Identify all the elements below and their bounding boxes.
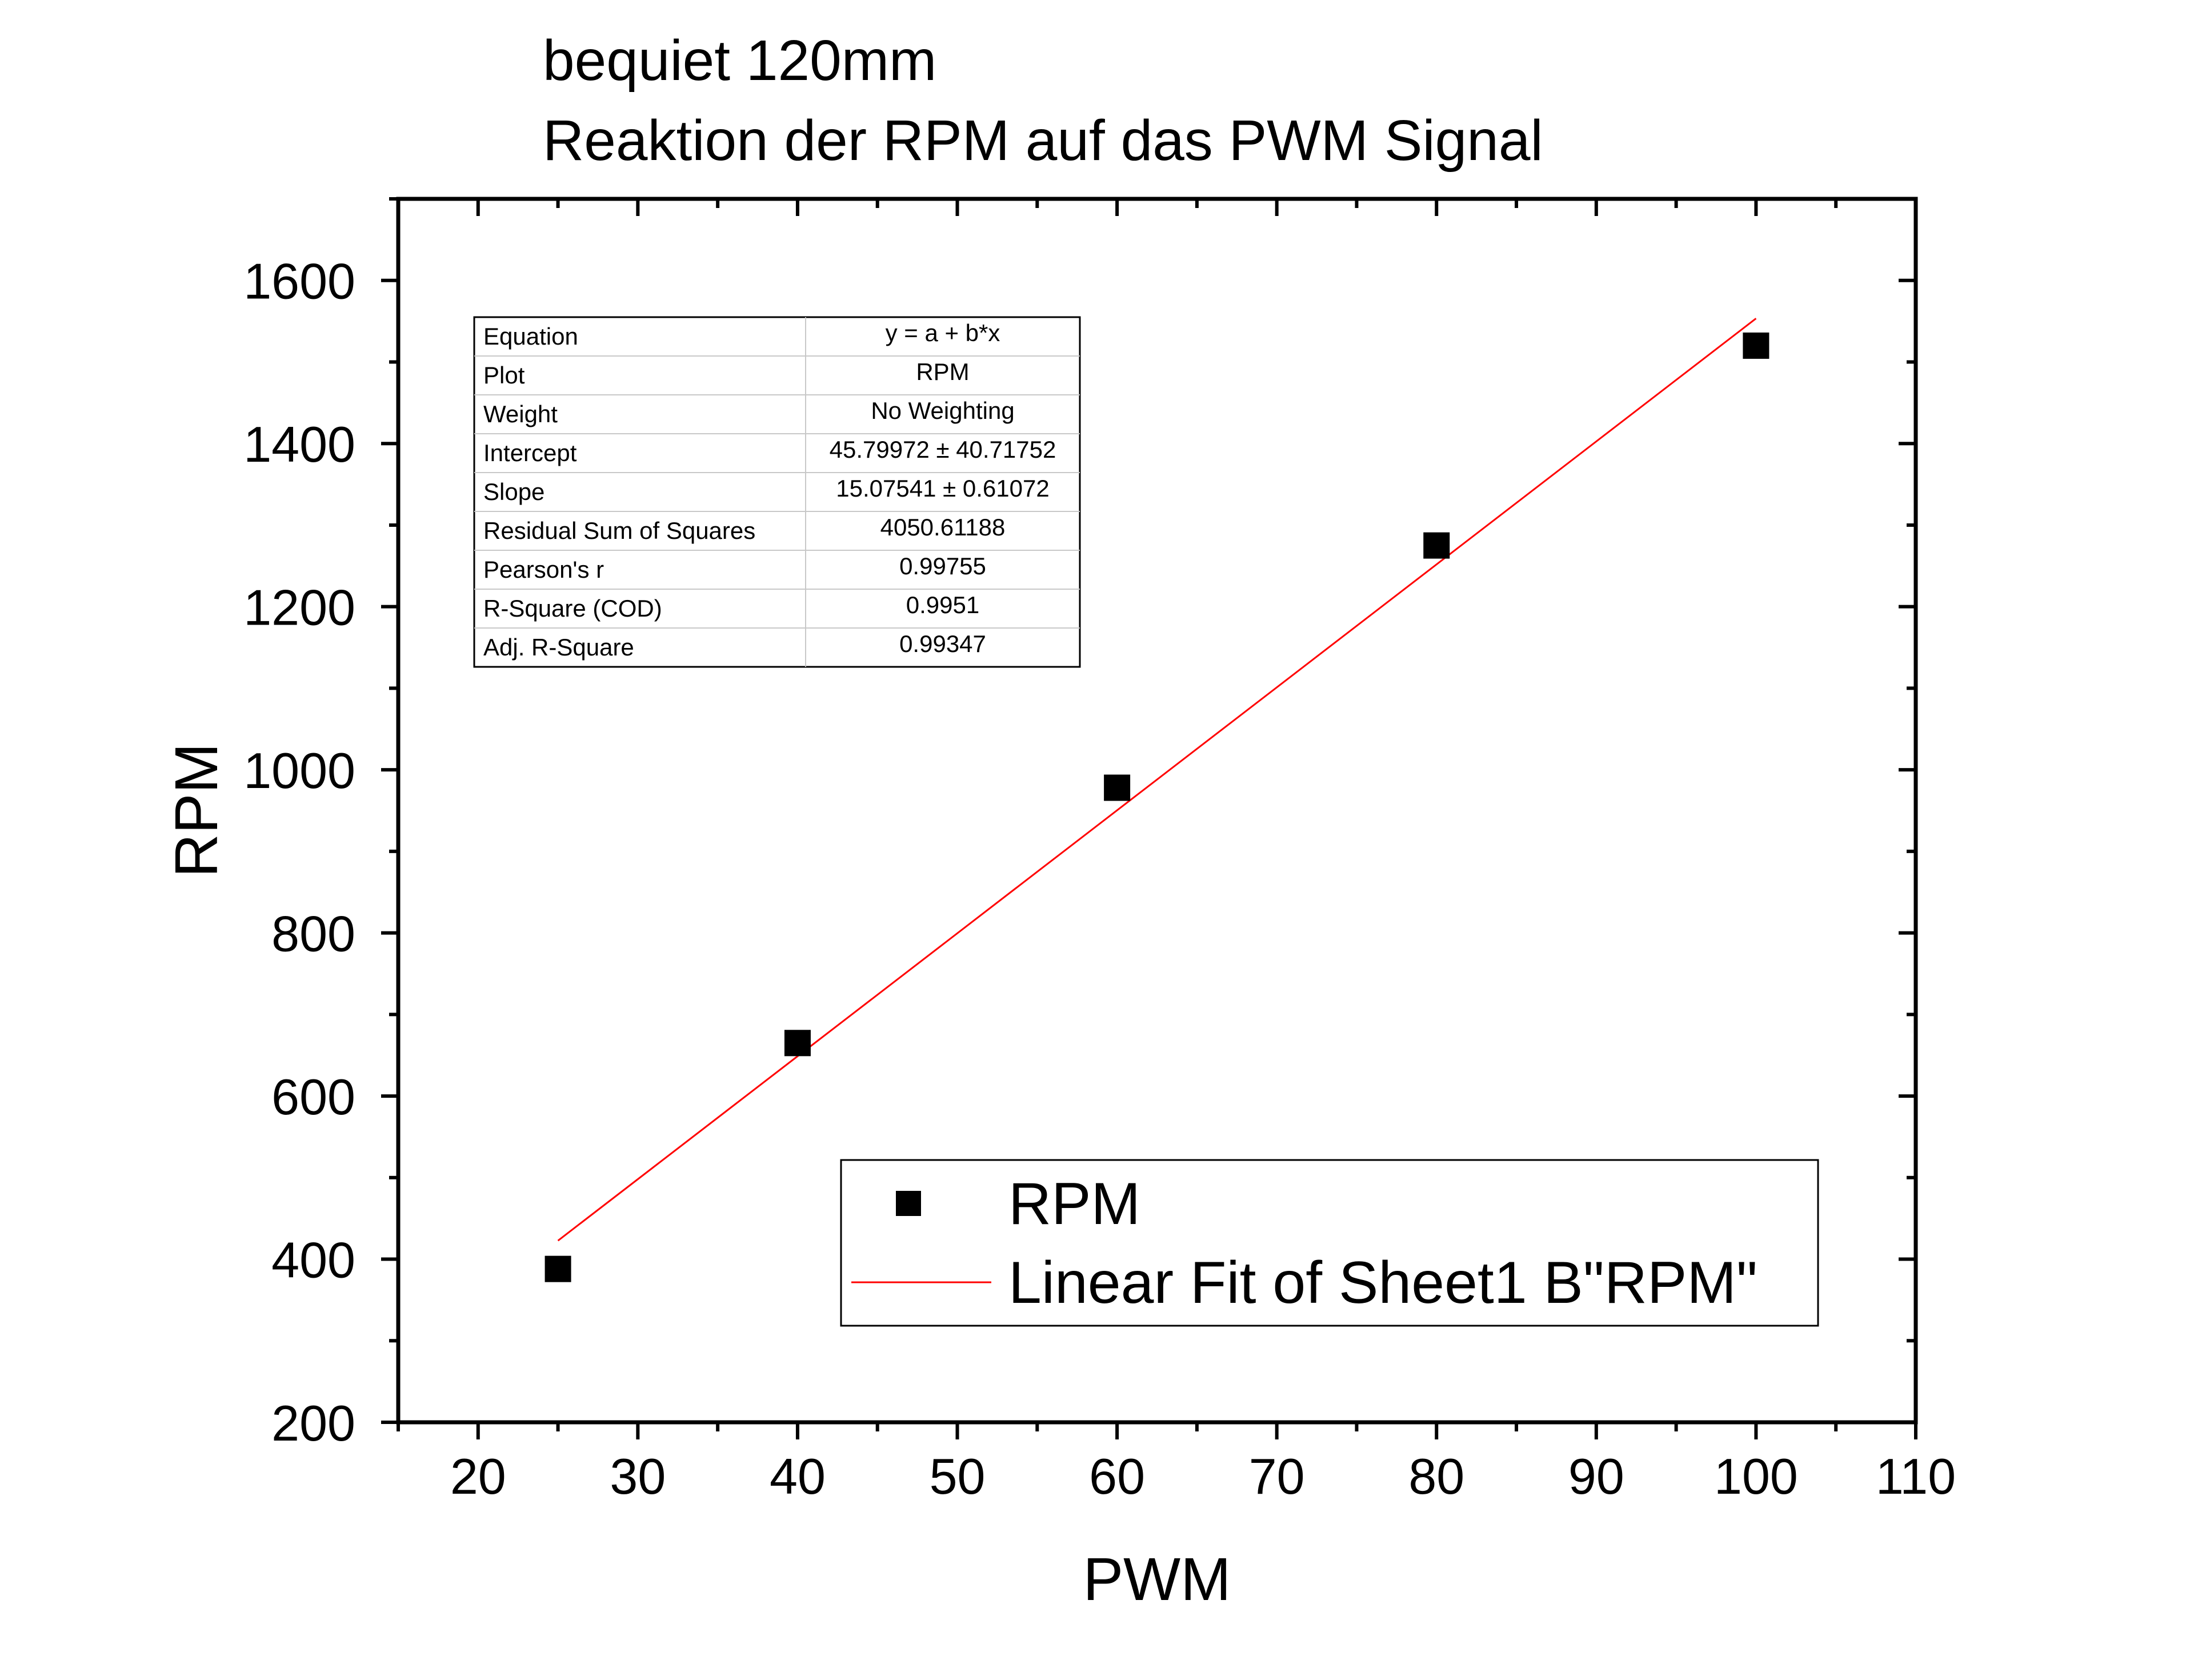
y-tick-label: 600 [271,1069,355,1125]
stats-row-value: 15.07541 ± 0.61072 [836,475,1049,502]
stats-row-value: 0.9951 [906,591,979,618]
x-axis-ticks: 20 30 40 50 60 70 80 90 100 110 [397,199,1956,1505]
x-tick-label: 50 [930,1448,986,1505]
stats-row-label: R-Square (COD) [483,595,662,622]
stats-row-label: Pearson's r [483,556,604,583]
y-tick-label: 1000 [243,742,355,799]
stats-row-label: Equation [483,323,578,350]
stats-row-label: Adj. R-Square [483,634,634,661]
x-tick-label: 70 [1249,1448,1305,1505]
stats-row-value: 4050.61188 [880,514,1006,541]
y-tick-label: 1600 [243,253,355,310]
stats-row-label: Plot [483,362,525,389]
stats-row-label: Residual Sum of Squares [483,517,755,544]
stats-row-value: 45.79972 ± 40.71752 [830,436,1056,463]
fit-statistics-table: Equation y = a + b*x Plot RPM Weight No Weigh… [473,316,1081,668]
stats-row-value: 0.99755 [899,553,986,579]
plot-frame [396,197,1918,1425]
y-tick-label: 800 [271,906,355,962]
stats-row-label: Weight [483,401,558,427]
x-tick-label: 100 [1714,1448,1798,1505]
stats-row-value: y = a + b*x [886,319,1000,346]
x-axis-label: PWM [1083,1546,1231,1613]
y-tick-label: 400 [271,1232,355,1289]
stats-row-label: Intercept [483,439,577,466]
stats-row-value: RPM [916,358,969,385]
rpm-data-point [1743,332,1769,359]
x-tick-label: 90 [1568,1448,1624,1505]
chart-title-line-1: bequiet 120mm [543,29,936,93]
rpm-data-point [1423,532,1450,559]
y-axis-ticks: 200 400 600 800 1000 1200 1400 1600 [243,197,1916,1451]
legend-box [840,1159,1819,1327]
legend-rpm-marker [896,1191,921,1216]
x-tick-label: 30 [610,1448,666,1505]
x-tick-label: 80 [1408,1448,1464,1505]
y-axis-label: RPM [163,743,230,878]
rpm-data-point [784,1030,811,1057]
stats-row-label: Slope [483,478,545,505]
rpm-data-point [545,1255,571,1282]
stats-table-border [473,316,1081,668]
linear-fit-line [557,318,1757,1242]
y-tick-label: 200 [271,1395,355,1451]
rpm-data-point [1104,774,1131,801]
stats-row-value: 0.99347 [899,630,986,657]
x-tick-label: 110 [1876,1448,1956,1505]
x-tick-label: 60 [1089,1448,1145,1505]
y-tick-label: 1200 [243,579,355,636]
x-tick-label: 20 [450,1448,506,1505]
x-tick-label: 40 [770,1448,826,1505]
chart-title-line-2: Reaktion der RPM auf das PWM Signal [543,109,1543,173]
legend: RPM Linear Fit of Sheet1 B"RPM" [840,1159,1819,1327]
legend-label: Linear Fit of Sheet1 B"RPM" [1008,1250,1757,1316]
stats-row-value: No Weighting [871,397,1014,424]
y-tick-label: 1400 [243,416,355,473]
series-layer [545,318,1769,1282]
legend-label: RPM [1008,1171,1140,1237]
